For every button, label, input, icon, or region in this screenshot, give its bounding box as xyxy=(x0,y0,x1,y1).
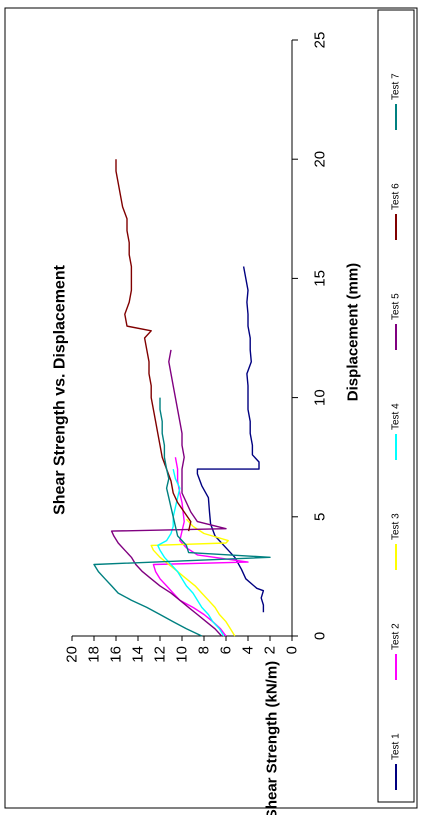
x-tick-label: 10 xyxy=(312,389,329,406)
y-axis-label: Shear Strength (kN/m) xyxy=(264,661,281,815)
x-tick-label: 0 xyxy=(312,632,329,640)
chart-title: Shear Strength vs. Displacement xyxy=(52,264,69,515)
x-axis-label: Displacement (mm) xyxy=(345,263,362,401)
series-line-2 xyxy=(152,457,249,637)
series-line-5 xyxy=(110,349,227,637)
x-tick-label: 20 xyxy=(312,151,329,168)
series-line-4 xyxy=(157,468,225,637)
y-tick-label: 6 xyxy=(218,646,235,654)
x-tick-label: 5 xyxy=(312,513,329,521)
series-line-1 xyxy=(196,266,265,613)
y-tick-label: 18 xyxy=(86,646,103,663)
series-line-6 xyxy=(115,159,192,532)
legend-label-7: Test 7 xyxy=(391,73,402,100)
x-tick-label: 25 xyxy=(312,32,329,49)
legend-label-3: Test 3 xyxy=(391,513,402,540)
y-tick-label: 4 xyxy=(240,646,257,654)
legend-label-2: Test 2 xyxy=(391,623,402,650)
y-tick-label: 0 xyxy=(284,646,301,654)
series-line-3 xyxy=(150,518,236,637)
series-line-7 xyxy=(93,397,271,637)
y-tick-label: 16 xyxy=(108,646,125,663)
plot-frame xyxy=(4,7,418,809)
y-tick-label: 20 xyxy=(64,646,81,663)
y-tick-label: 2 xyxy=(262,646,279,654)
legend-label-5: Test 5 xyxy=(391,293,402,320)
legend-label-4: Test 4 xyxy=(391,403,402,430)
y-tick-label: 12 xyxy=(152,646,169,663)
x-tick-label: 15 xyxy=(312,270,329,287)
y-tick-label: 8 xyxy=(196,646,213,654)
y-tick-label: 10 xyxy=(174,646,191,663)
legend-label-1: Test 1 xyxy=(391,733,402,760)
legend-label-6: Test 6 xyxy=(391,183,402,210)
y-tick-label: 14 xyxy=(130,646,147,663)
